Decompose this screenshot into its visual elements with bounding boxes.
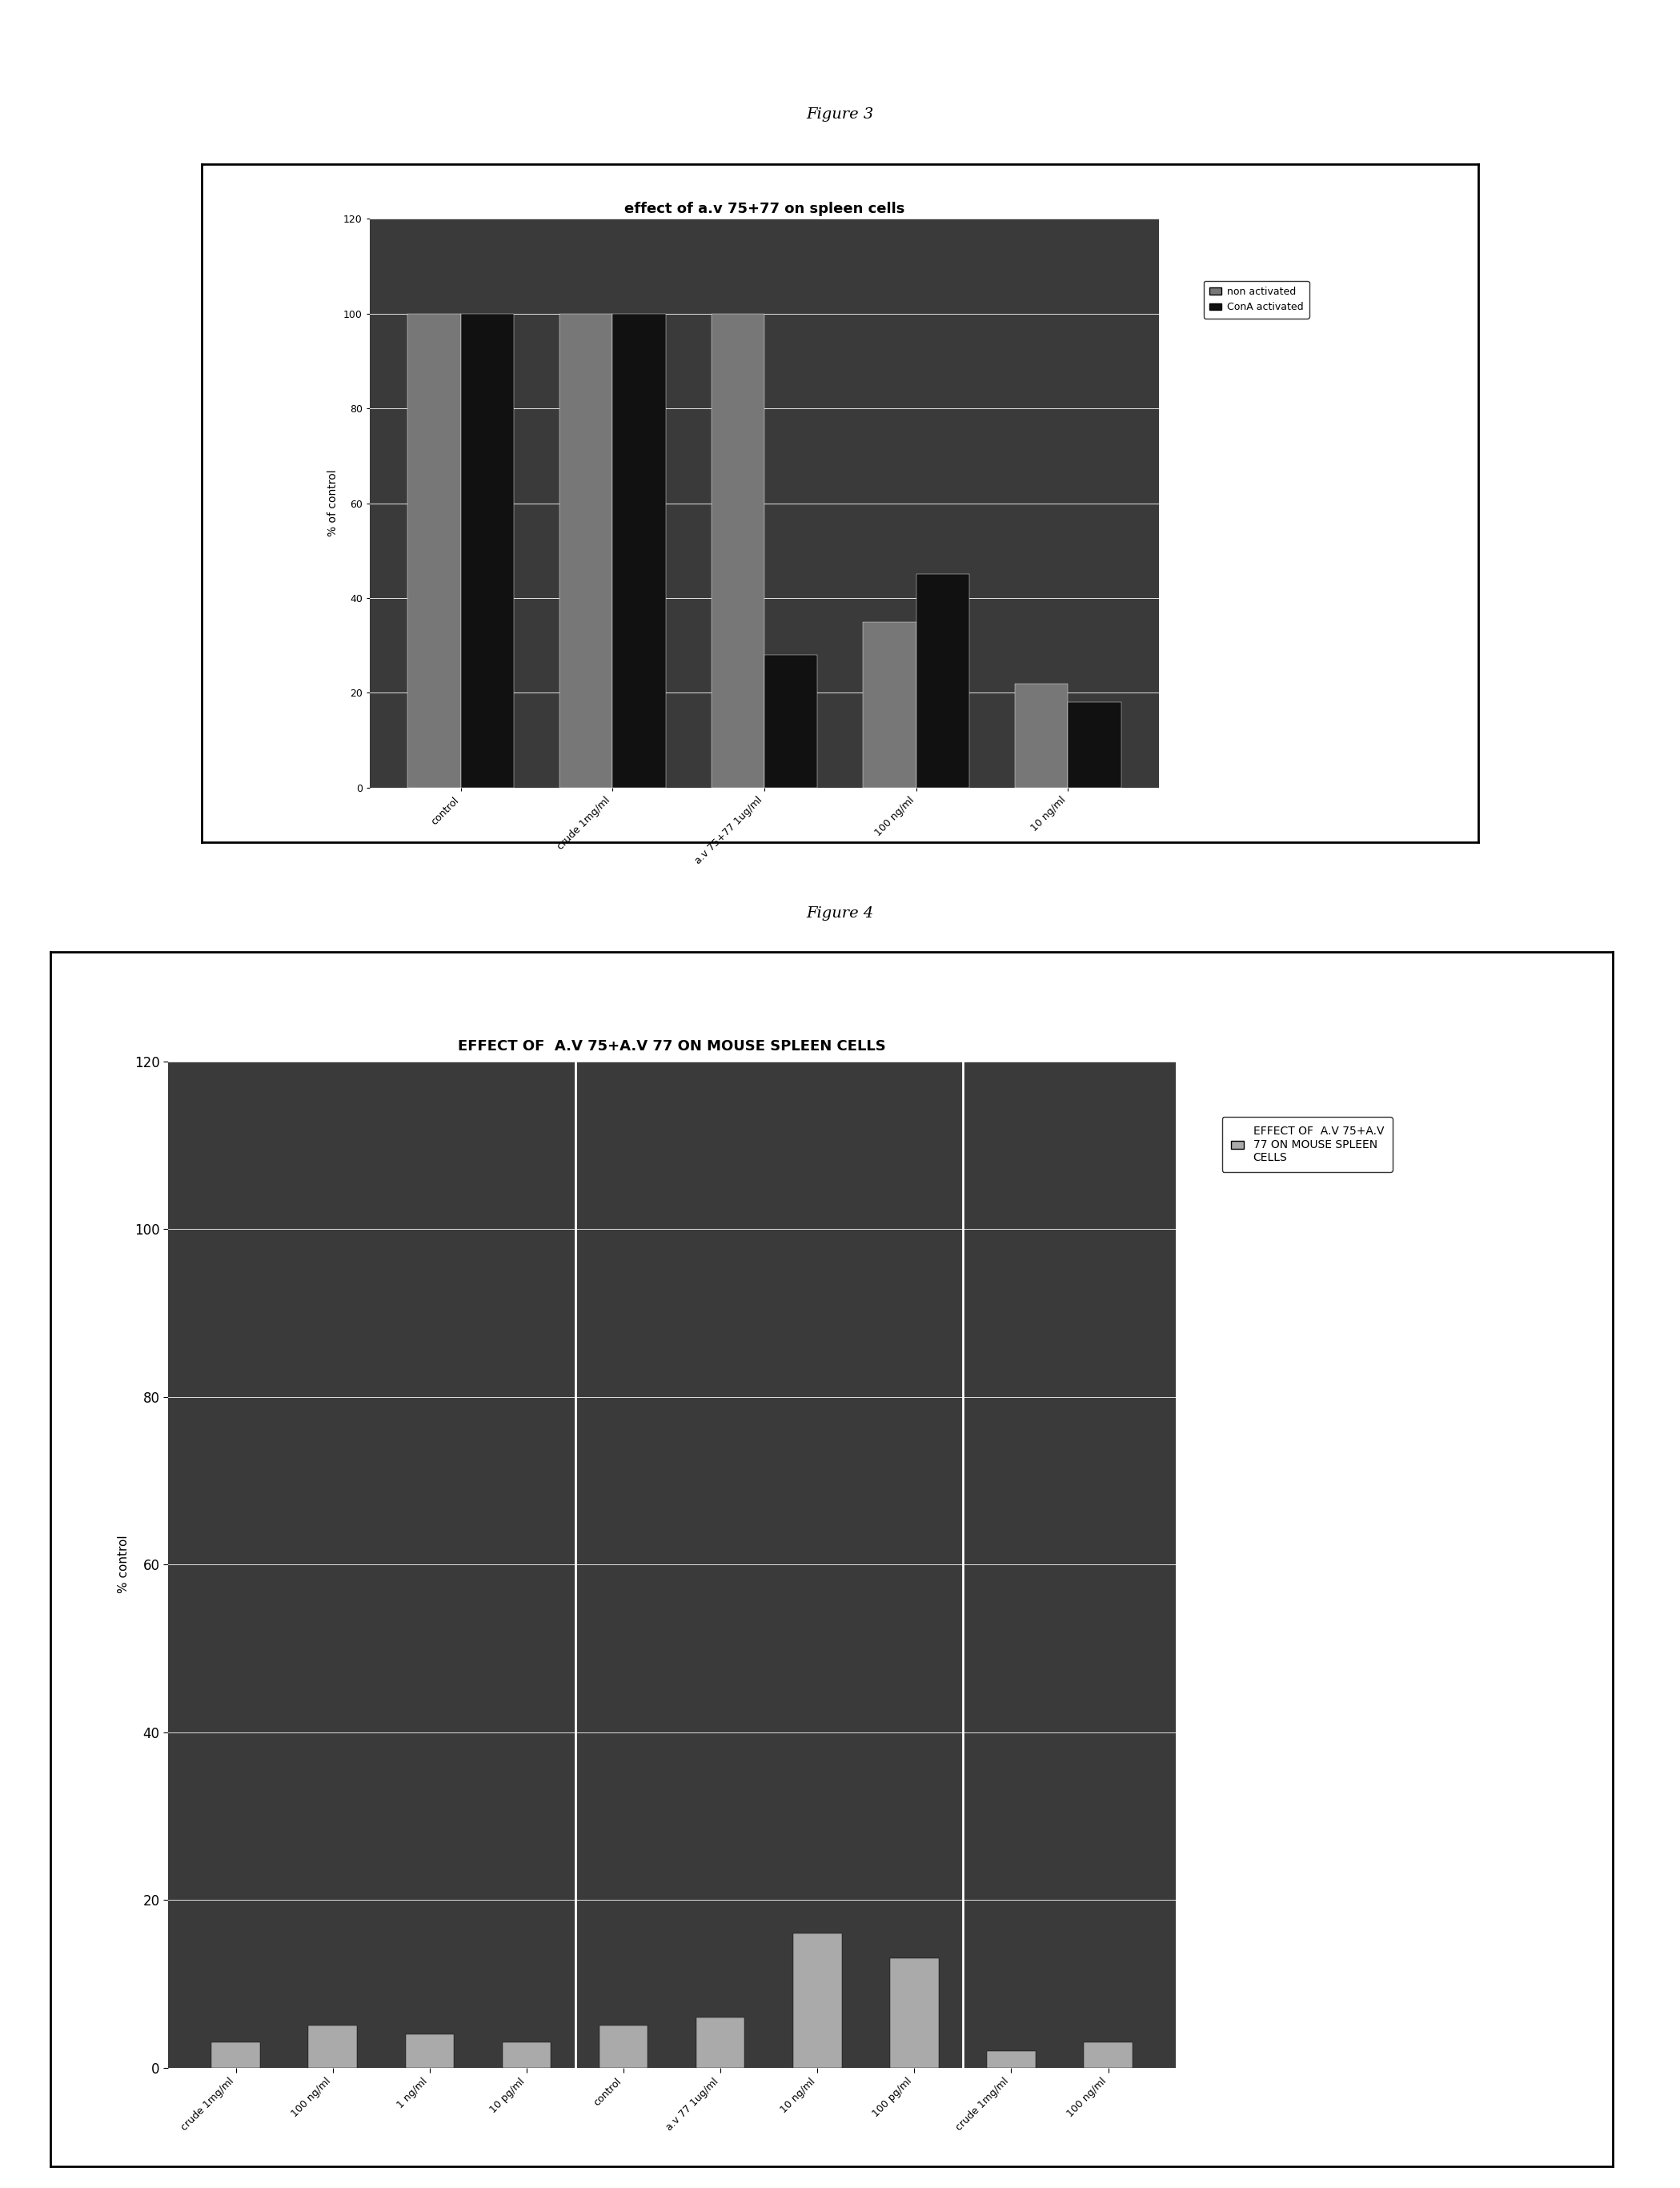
Bar xyxy=(711,313,764,788)
Bar xyxy=(502,2044,551,2068)
Bar xyxy=(212,2044,260,2068)
Bar xyxy=(1084,2044,1132,2068)
Bar xyxy=(600,2026,648,2068)
Bar xyxy=(916,575,969,788)
Bar xyxy=(405,2035,454,2068)
Bar xyxy=(460,313,514,788)
Text: Figure 4: Figure 4 xyxy=(806,906,874,921)
Bar xyxy=(309,2026,356,2068)
Bar xyxy=(890,1958,939,2068)
Bar xyxy=(764,654,818,788)
Bar xyxy=(793,1934,842,2068)
Bar xyxy=(988,2050,1035,2068)
Y-axis label: % control: % control xyxy=(118,1536,129,1593)
Bar xyxy=(696,2017,744,2068)
Text: Figure 3: Figure 3 xyxy=(806,107,874,123)
Bar xyxy=(613,313,665,788)
Bar xyxy=(408,313,460,788)
Bar xyxy=(1068,702,1121,788)
Title: effect of a.v 75+77 on spleen cells: effect of a.v 75+77 on spleen cells xyxy=(625,201,904,217)
Bar xyxy=(1015,683,1068,788)
Legend: EFFECT OF  A.V 75+A.V
77 ON MOUSE SPLEEN
CELLS: EFFECT OF A.V 75+A.V 77 ON MOUSE SPLEEN … xyxy=(1221,1118,1393,1173)
Y-axis label: % of control: % of control xyxy=(328,470,339,536)
Title: EFFECT OF  A.V 75+A.V 77 ON MOUSE SPLEEN CELLS: EFFECT OF A.V 75+A.V 77 ON MOUSE SPLEEN … xyxy=(459,1039,885,1052)
Bar xyxy=(559,313,613,788)
Bar xyxy=(864,621,916,788)
Legend: non activated, ConA activated: non activated, ConA activated xyxy=(1203,280,1309,319)
